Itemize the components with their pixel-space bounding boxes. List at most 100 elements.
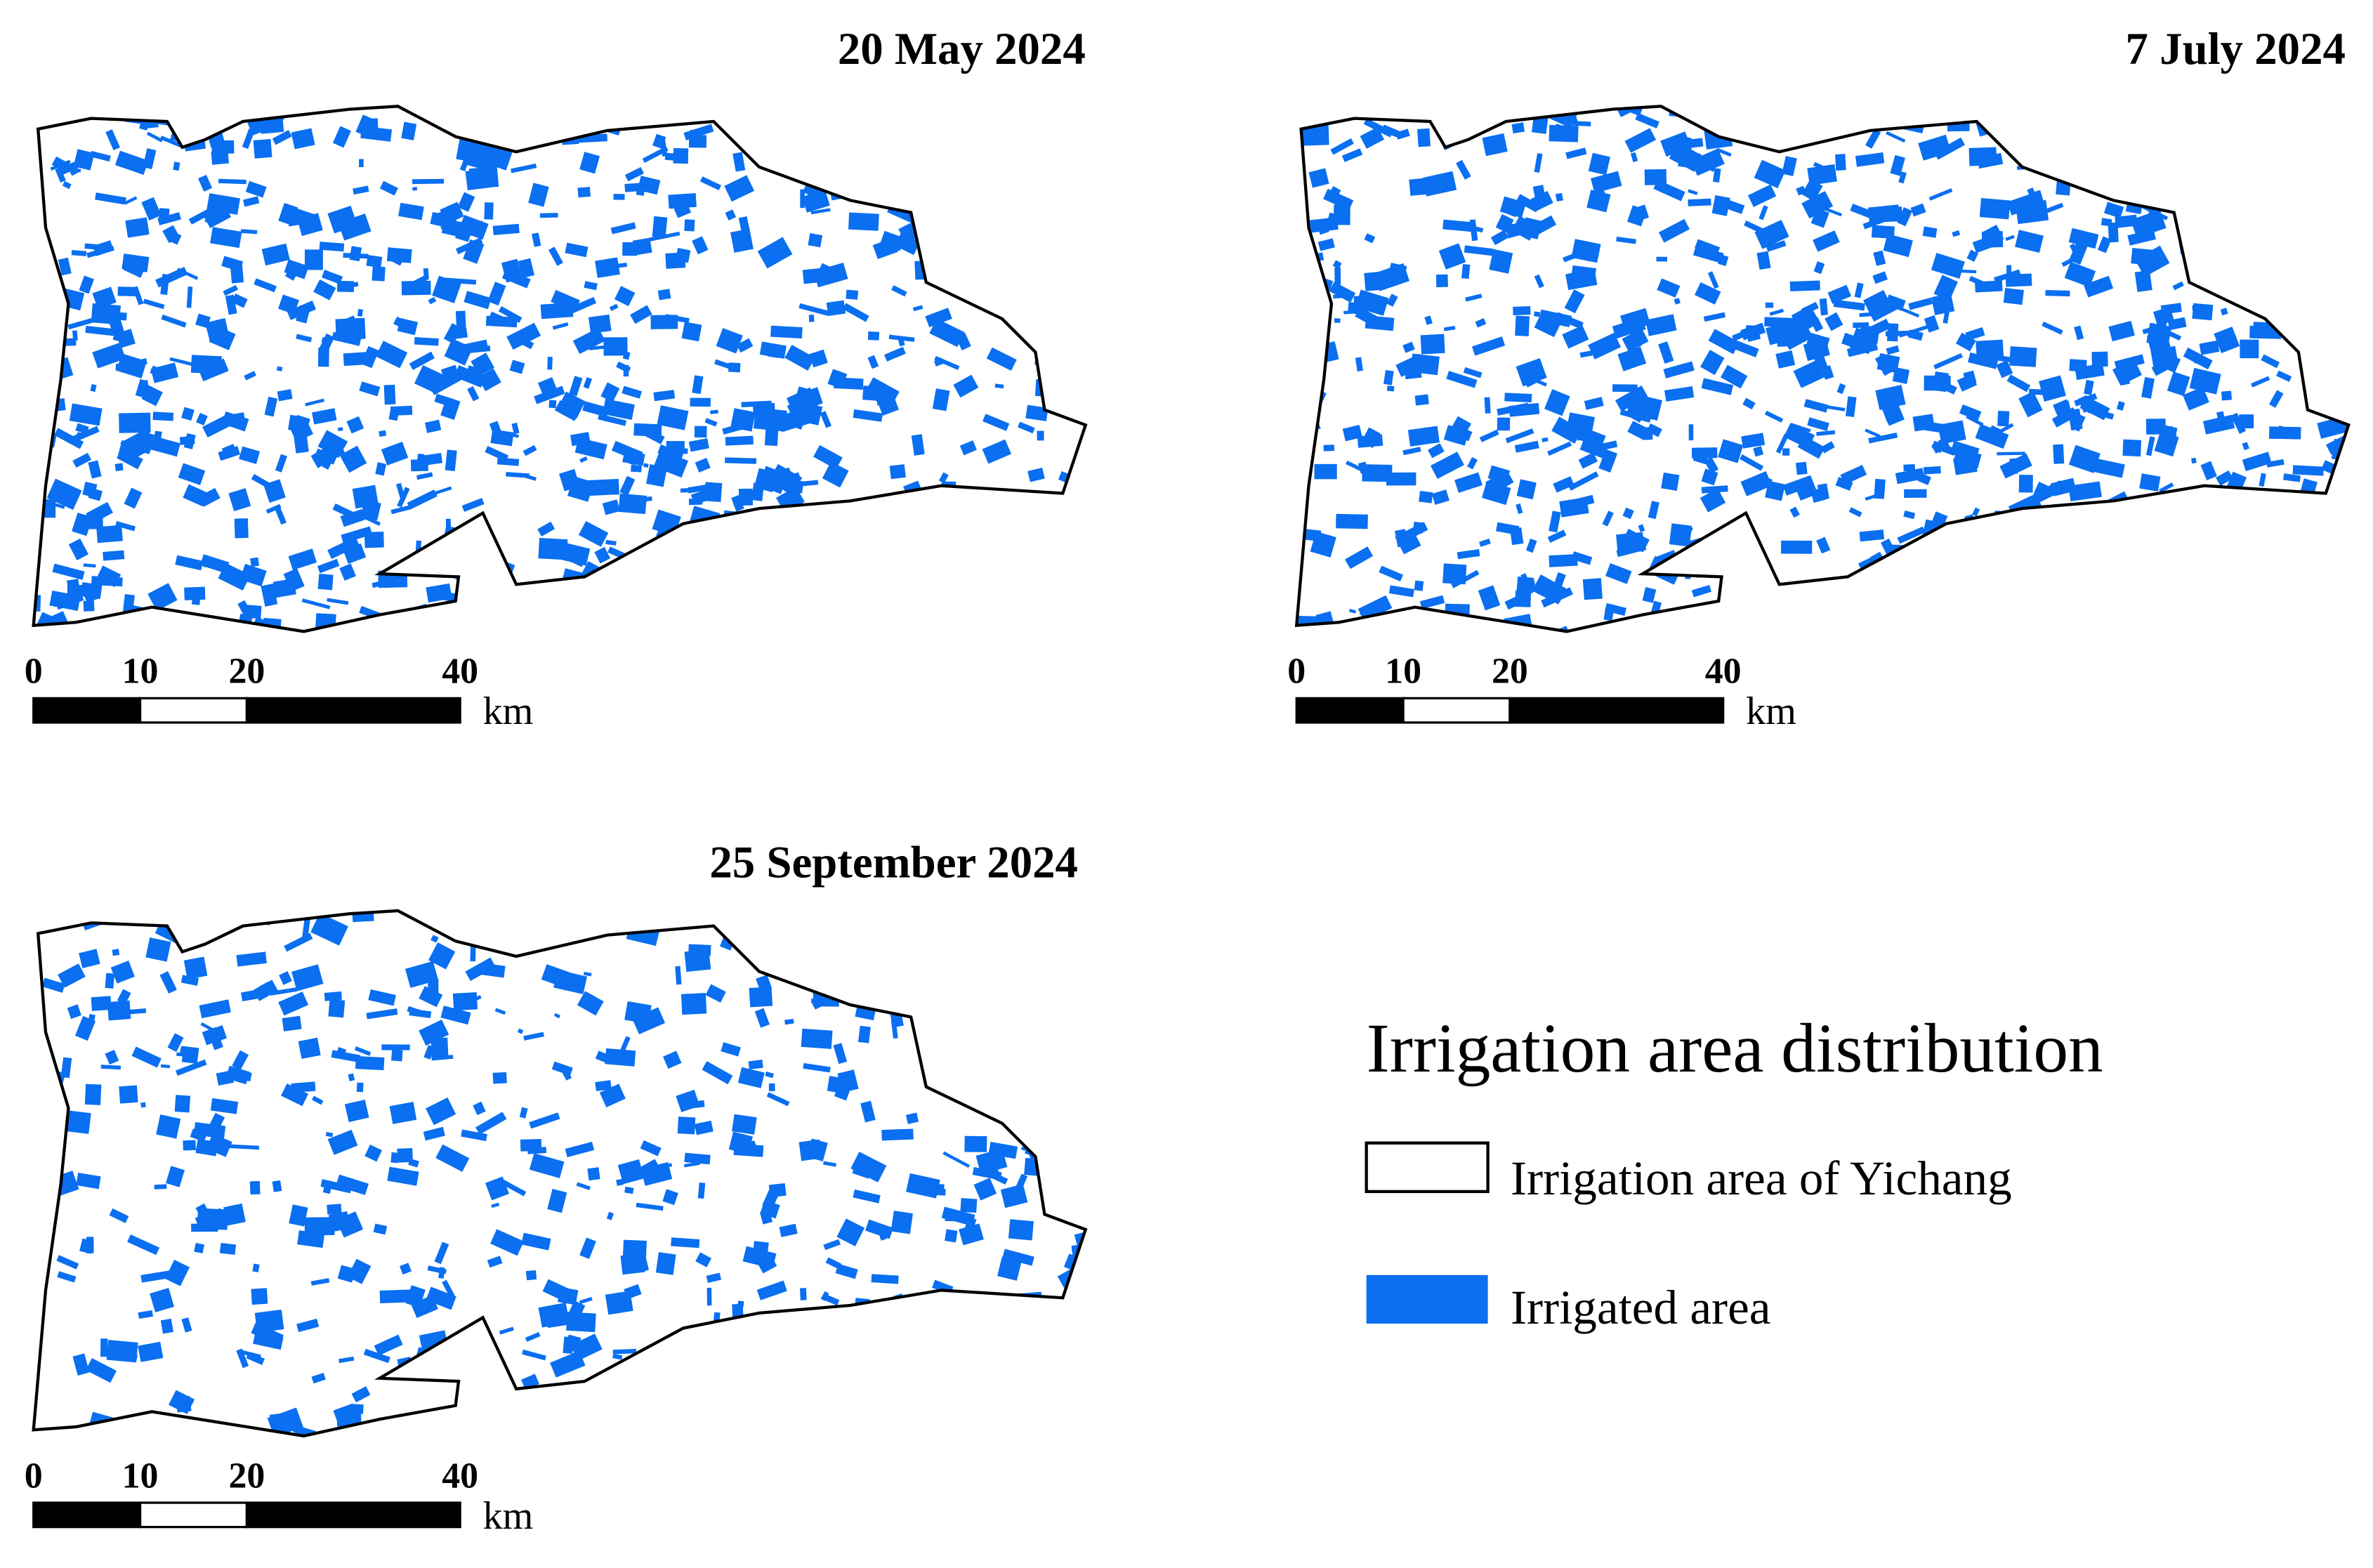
irrigated-patch <box>1740 470 1773 496</box>
irrigated-patch <box>825 1257 842 1270</box>
irrigated-patch <box>1050 1057 1067 1072</box>
irrigated-patch <box>152 411 174 421</box>
irrigated-patch <box>67 1004 81 1020</box>
irrigated-patch <box>1703 312 1726 322</box>
irrigated-patch <box>867 355 879 369</box>
irrigated-patch <box>41 349 64 364</box>
irrigated-patch <box>2336 570 2349 589</box>
irrigated-patch <box>1759 205 1768 220</box>
irrigated-patch <box>1041 304 1056 319</box>
irrigated-patch <box>325 1132 334 1138</box>
irrigated-patch <box>356 1082 364 1093</box>
irrigated-patch <box>1402 341 1415 353</box>
irrigated-patch <box>2069 240 2089 265</box>
irrigated-patch <box>1071 1113 1081 1128</box>
irrigated-patch <box>1999 560 2025 588</box>
irrigated-patch <box>2087 407 2115 420</box>
irrigated-patch <box>2338 109 2349 124</box>
irrigated-patch <box>584 281 598 291</box>
irrigated-patch <box>2337 525 2349 546</box>
irrigated-patch <box>463 239 485 264</box>
irrigated-patch <box>902 166 928 188</box>
irrigated-patch <box>1945 106 1957 122</box>
irrigated-patch <box>2334 214 2349 223</box>
irrigated-patch <box>548 400 557 409</box>
irrigated-patch <box>2022 525 2030 532</box>
irrigated-patch <box>2068 444 2101 473</box>
irrigated-patch <box>1681 612 1697 622</box>
irrigated-patch <box>1586 190 1611 213</box>
irrigated-patch <box>2183 150 2203 163</box>
irrigated-patch <box>2134 270 2152 292</box>
irrigated-patch <box>461 1129 487 1142</box>
irrigated-patch <box>2344 206 2349 225</box>
irrigated-patch <box>577 187 591 198</box>
irrigated-patch <box>602 398 635 420</box>
irrigated-patch <box>250 557 260 567</box>
irrigated-patch <box>1900 553 1906 560</box>
irrigated-patch <box>1700 350 1725 376</box>
irrigated-patch <box>1037 170 1054 184</box>
irrigated-patch <box>487 1256 503 1268</box>
irrigated-patch <box>132 286 144 305</box>
irrigated-patch <box>426 1286 456 1310</box>
scale-tick-label: 10 <box>122 652 159 692</box>
irrigated-patch <box>338 213 372 241</box>
irrigated-patch <box>33 393 41 407</box>
irrigated-patch <box>569 376 583 397</box>
irrigated-patch <box>2313 182 2334 204</box>
irrigated-patch <box>1605 563 1632 584</box>
irrigated-patch <box>839 986 862 1001</box>
irrigated-patch <box>2114 354 2145 371</box>
irrigated-patch <box>405 612 436 624</box>
irrigated-patch <box>2240 268 2250 290</box>
irrigated-patch <box>2160 303 2182 315</box>
irrigated-patch <box>72 1353 90 1376</box>
irrigated-patch <box>714 359 739 372</box>
irrigated-patch <box>911 121 921 126</box>
irrigated-patch <box>954 614 965 618</box>
irrigated-patch <box>635 1415 653 1432</box>
irrigated-patch <box>925 172 940 194</box>
irrigated-patch <box>1872 271 1888 284</box>
irrigated-patch <box>2270 279 2287 294</box>
irrigated-patch <box>1414 394 1429 406</box>
irrigated-patch <box>1027 468 1045 482</box>
irrigated-patch <box>391 1049 403 1062</box>
irrigated-patch <box>478 368 501 392</box>
irrigated-patch <box>109 1208 129 1223</box>
irrigated-patch <box>1341 148 1363 162</box>
irrigated-patch <box>690 397 711 407</box>
irrigated-patch <box>386 247 412 263</box>
irrigated-patch <box>2262 294 2286 304</box>
irrigated-patch <box>301 598 331 610</box>
irrigated-patch <box>1533 574 1567 602</box>
irrigated-patch <box>499 910 514 919</box>
irrigated-patch <box>836 1218 865 1246</box>
irrigated-patch <box>942 610 959 619</box>
irrigated-patch <box>117 286 138 296</box>
irrigated-patch <box>197 1208 228 1230</box>
irrigated-patch <box>1749 587 1779 603</box>
irrigated-patch <box>643 1430 676 1436</box>
irrigated-patch <box>270 987 297 996</box>
irrigated-patch <box>430 211 451 228</box>
irrigated-patch <box>284 933 313 952</box>
irrigated-patch <box>936 1025 968 1046</box>
irrigation-boundary <box>1294 105 2351 633</box>
irrigated-patch <box>216 106 239 109</box>
irrigated-patch <box>2091 557 2113 579</box>
irrigated-patch <box>1674 562 1687 573</box>
irrigated-patch <box>175 555 204 571</box>
irrigated-patch <box>293 432 309 454</box>
legend-swatch-outline <box>1365 1141 1490 1194</box>
irrigated-patch <box>372 581 381 588</box>
irrigated-patch <box>1490 230 1509 246</box>
irrigated-patch <box>882 1331 909 1356</box>
irrigated-patch <box>2122 439 2142 457</box>
irrigated-patch <box>2300 548 2323 560</box>
irrigated-patch <box>1868 433 1898 444</box>
irrigated-patch <box>287 210 303 227</box>
irrigated-patch <box>2273 304 2301 320</box>
irrigated-patch <box>194 127 210 134</box>
